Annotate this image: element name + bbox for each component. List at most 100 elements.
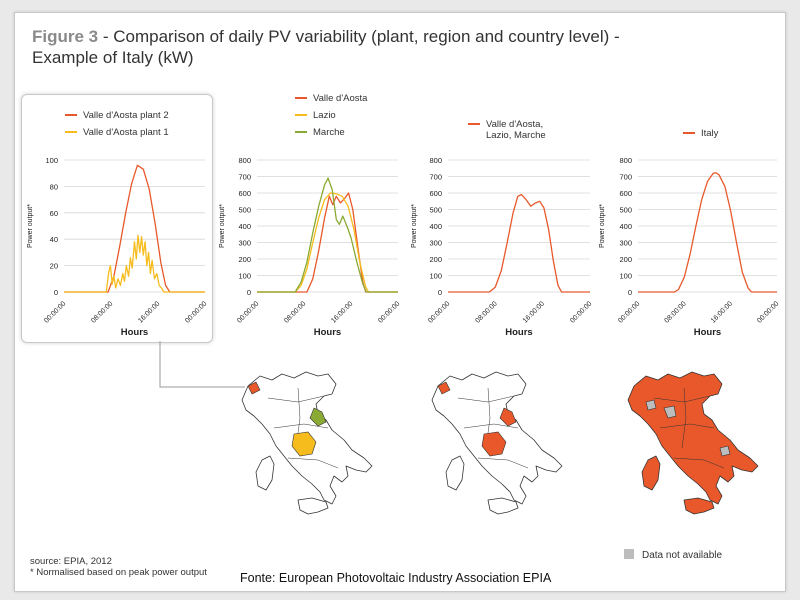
y-tick-label: 800 bbox=[619, 156, 632, 165]
y-tick-label: 0 bbox=[438, 288, 442, 297]
y-tick-label: 40 bbox=[50, 235, 58, 244]
x-tick-label: 00:00:00 bbox=[184, 300, 208, 324]
region-border bbox=[659, 423, 715, 429]
y-tick-label: 100 bbox=[45, 156, 58, 165]
region-border bbox=[463, 423, 519, 429]
x-tick-label: 00:00:00 bbox=[377, 300, 401, 324]
y-tick-label: 100 bbox=[238, 272, 251, 281]
y-tick-label: 400 bbox=[619, 222, 632, 231]
y-axis-label: Power output* bbox=[27, 204, 34, 248]
y-tick-label: 0 bbox=[54, 288, 58, 297]
valle-daosta-region bbox=[437, 381, 451, 395]
italy-mainland bbox=[627, 371, 759, 505]
x-tick-label: 00:00:00 bbox=[569, 300, 593, 324]
y-tick-label: 400 bbox=[429, 222, 442, 231]
y-tick-label: 20 bbox=[50, 262, 58, 271]
map-regions bbox=[431, 371, 563, 515]
y-tick-label: 200 bbox=[429, 255, 442, 264]
fonte-caption: Fonte: European Photovoltaic Industry As… bbox=[240, 571, 552, 585]
x-axis-label: Hours bbox=[121, 327, 148, 338]
x-tick-label: 00:00:00 bbox=[427, 300, 451, 324]
y-tick-label: 300 bbox=[429, 239, 442, 248]
sardinia bbox=[641, 455, 661, 491]
no-data-region bbox=[645, 399, 657, 411]
y-tick-label: 800 bbox=[238, 156, 251, 165]
y-tick-label: 600 bbox=[619, 189, 632, 198]
sicily bbox=[683, 497, 715, 515]
series-line bbox=[448, 193, 590, 293]
region-border bbox=[457, 395, 515, 403]
y-tick-label: 500 bbox=[619, 206, 632, 215]
x-tick-label: 08:00:00 bbox=[475, 300, 499, 324]
x-axis-label: Hours bbox=[505, 327, 532, 338]
x-tick-label: 00:00:00 bbox=[756, 300, 780, 324]
x-tick-label: 16:00:00 bbox=[522, 300, 546, 324]
x-tick-label: 16:00:00 bbox=[137, 300, 161, 324]
region-border bbox=[267, 395, 325, 403]
legend-label: Lazio bbox=[313, 110, 336, 121]
x-tick-label: 16:00:00 bbox=[330, 300, 354, 324]
region-border bbox=[477, 457, 529, 469]
region-border bbox=[681, 387, 687, 449]
region-border bbox=[673, 457, 725, 469]
normalisation-note: * Normalised based on peak power output bbox=[30, 567, 207, 578]
y-tick-label: 100 bbox=[429, 272, 442, 281]
y-tick-label: 0 bbox=[628, 288, 632, 297]
region-border bbox=[653, 395, 711, 403]
x-tick-label: 08:00:00 bbox=[90, 300, 114, 324]
plant-panel-box bbox=[21, 94, 213, 343]
no-data-region bbox=[663, 405, 677, 419]
legend-label: Valle d'Aosta plant 2 bbox=[83, 110, 169, 121]
x-tick-label: 08:00:00 bbox=[283, 300, 307, 324]
y-axis-label: Power output* bbox=[599, 204, 606, 248]
series-line bbox=[257, 177, 398, 293]
x-tick-label: 00:00:00 bbox=[617, 300, 641, 324]
y-axis-label: Power output* bbox=[411, 204, 418, 248]
source-label: source: bbox=[30, 556, 62, 567]
map-country bbox=[627, 371, 759, 515]
sicily bbox=[487, 497, 519, 515]
legend-label: Marche bbox=[313, 127, 345, 138]
series-line bbox=[64, 234, 205, 293]
chart-3: 0 100 200 300 400 500 600 700 800 00:00:00 08:00:0… bbox=[411, 119, 593, 338]
y-tick-label: 200 bbox=[619, 255, 632, 264]
sicily bbox=[297, 497, 329, 515]
legend-label: Valle d'Aosta plant 1 bbox=[83, 127, 169, 138]
y-tick-label: 600 bbox=[238, 189, 251, 198]
map-plants bbox=[241, 371, 373, 515]
not-available-legend: Data not available bbox=[624, 549, 722, 561]
x-tick-label: 00:00:00 bbox=[43, 300, 67, 324]
legend-label: Italy bbox=[701, 128, 719, 139]
y-tick-label: 500 bbox=[429, 206, 442, 215]
lazio-region bbox=[291, 431, 317, 457]
chart-4: 0 100 200 300 400 500 600 700 800 00:00:00 08:00:0… bbox=[599, 128, 780, 338]
y-tick-label: 800 bbox=[429, 156, 442, 165]
source-note: source: EPIA, 2012 * Normalised based on… bbox=[30, 556, 207, 578]
chart-2: 0 100 200 300 400 500 600 700 800 00:00:00 08:00:0… bbox=[219, 93, 401, 338]
y-tick-label: 300 bbox=[238, 239, 251, 248]
sardinia bbox=[445, 455, 465, 491]
y-tick-label: 80 bbox=[50, 182, 58, 191]
y-tick-label: 500 bbox=[238, 206, 251, 215]
figure-title-text: - Comparison of daily PV variability (pl… bbox=[32, 27, 620, 67]
sardinia bbox=[255, 455, 275, 491]
x-tick-label: 00:00:00 bbox=[236, 300, 260, 324]
not-available-label: Data not available bbox=[642, 550, 723, 561]
marche-region bbox=[499, 407, 517, 427]
y-tick-label: 700 bbox=[429, 173, 442, 182]
y-tick-label: 200 bbox=[238, 255, 251, 264]
x-axis-label: Hours bbox=[694, 327, 721, 338]
region-border bbox=[273, 423, 329, 429]
connector-line bbox=[159, 341, 245, 388]
no-data-region bbox=[719, 445, 731, 457]
legend-label: Valle d'Aosta bbox=[313, 93, 368, 104]
y-tick-label: 600 bbox=[429, 189, 442, 198]
y-axis-label: Power output* bbox=[219, 204, 226, 248]
x-tick-label: 08:00:00 bbox=[664, 300, 688, 324]
source-value: EPIA, 2012 bbox=[61, 556, 112, 567]
y-tick-label: 400 bbox=[238, 222, 251, 231]
valle-daosta-region bbox=[247, 381, 261, 395]
region-border bbox=[287, 457, 339, 469]
figure-title: Figure 3 - Comparison of daily PV variab… bbox=[32, 26, 672, 68]
